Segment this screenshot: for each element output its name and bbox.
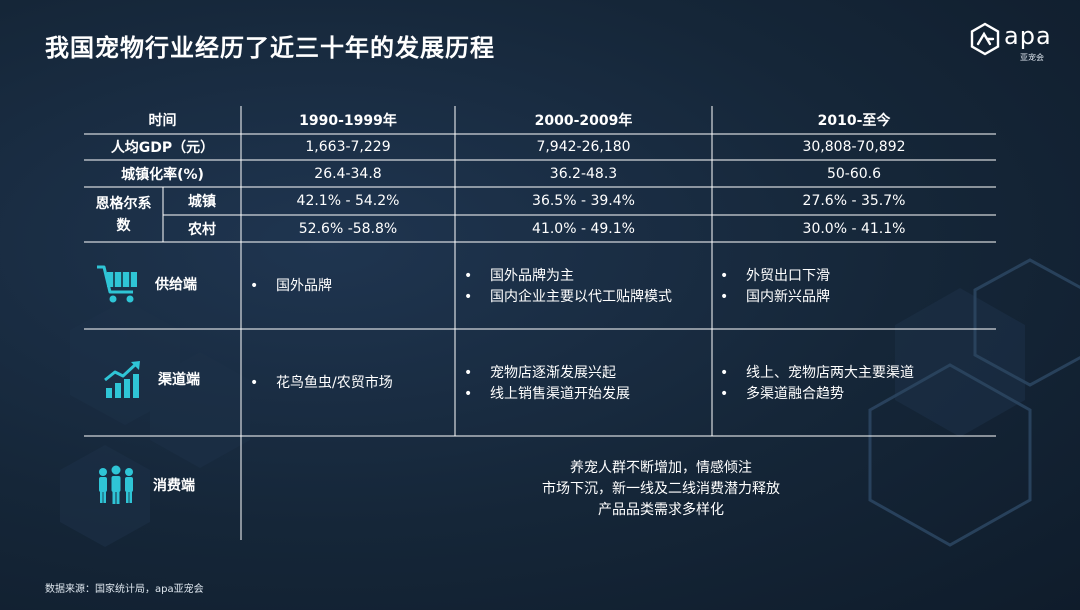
engel-rural-value-2: 41.0% - 49.1% <box>532 220 635 237</box>
engel-town-label: 城镇 <box>188 194 216 210</box>
growth-chart-icon <box>104 361 140 398</box>
apa-logo-icon <box>970 22 1000 56</box>
supply-category: 供给端 <box>95 262 197 306</box>
header-period-3: 2010-至今 <box>817 113 891 129</box>
gdp-value-2: 7,942-26,180 <box>536 139 631 155</box>
header-period-1: 1990-1999年 <box>299 113 397 129</box>
people-icon <box>99 465 133 504</box>
engel-town-value-2: 36.5% - 39.4% <box>532 193 635 209</box>
engel-label: 恩格尔系数 <box>95 195 152 234</box>
gdp-value-3: 30,808-70,892 <box>802 139 906 155</box>
header-period-2: 2000-2009年 <box>534 113 633 129</box>
list-item: • 国外品牌 <box>250 278 332 294</box>
channel-col-1: • 花鸟鱼虫/农贸市场 <box>250 373 393 394</box>
engel-town-value-1: 42.1% - 54.2% <box>296 193 400 209</box>
list-item: • 国外品牌为主 <box>464 268 574 284</box>
shopping-cart-icon <box>97 265 137 303</box>
list-item: • 线上、宠物店两大主要渠道 <box>720 365 914 381</box>
channel-col-2: • 宠物店逐渐发展兴起 • 线上销售渠道开始发展 <box>464 363 630 405</box>
consumer-line-3: 产品品类需求多样化 <box>598 502 724 518</box>
consumer-category: 消费端 <box>95 465 195 505</box>
gdp-label: 人均GDP（元） <box>110 140 215 156</box>
apa-logo: apa 亚宠会 <box>968 22 1068 64</box>
supply-col-3: • 外贸出口下滑 • 国内新兴品牌 <box>720 266 830 308</box>
urban-value-3: 50-60.6 <box>826 165 882 182</box>
data-source: 数据来源：国家统计局，apa亚宠会 <box>45 584 204 595</box>
engel-town-value-3: 27.6% - 35.7% <box>802 193 906 209</box>
list-item: • 国内新兴品牌 <box>720 289 830 305</box>
list-item: • 线上销售渠道开始发展 <box>464 386 630 402</box>
channel-category: 渠道端 <box>102 358 200 400</box>
supply-label: 供给端 <box>155 277 197 293</box>
engel-rural-value-1: 52.6% -58.8% <box>298 220 398 237</box>
consumer-line-1: 养宠人群不断增加，情感倾注 <box>570 460 752 476</box>
urban-value-2: 36.2-48.3 <box>549 165 618 182</box>
supply-col-1: • 国外品牌 <box>250 276 332 297</box>
engel-rural-value-3: 30.0% - 41.1% <box>802 220 906 237</box>
list-item: • 外贸出口下滑 <box>720 268 830 284</box>
header-time: 时间 <box>148 113 177 129</box>
page-title: 我国宠物行业经历了近三十年的发展历程 <box>45 34 495 62</box>
urban-value-1: 26.4-34.8 <box>314 165 382 182</box>
supply-col-2: • 国外品牌为主 • 国内企业主要以代工贴牌模式 <box>464 266 672 308</box>
channel-label: 渠道端 <box>158 372 200 388</box>
consumer-description: 养宠人群不断增加，情感倾注 市场下沉，新一线及二线消费潜力释放 产品品类需求多样… <box>242 458 1080 521</box>
list-item: • 国内企业主要以代工贴牌模式 <box>464 289 672 305</box>
logo-text: apa <box>1004 22 1052 50</box>
consumer-line-2: 市场下沉，新一线及二线消费潜力释放 <box>542 481 780 497</box>
engel-rural-label: 农村 <box>188 221 216 238</box>
list-item: • 多渠道融合趋势 <box>720 386 844 402</box>
urban-label: 城镇化率(%) <box>121 166 204 183</box>
list-item: • 宠物店逐渐发展兴起 <box>464 365 616 381</box>
gdp-value-1: 1,663-7,229 <box>305 139 391 155</box>
logo-subtext: 亚宠会 <box>1020 53 1044 62</box>
consumer-label: 消费端 <box>153 478 195 494</box>
channel-col-3: • 线上、宠物店两大主要渠道 • 多渠道融合趋势 <box>720 363 914 405</box>
list-item: • 花鸟鱼虫/农贸市场 <box>250 375 393 391</box>
